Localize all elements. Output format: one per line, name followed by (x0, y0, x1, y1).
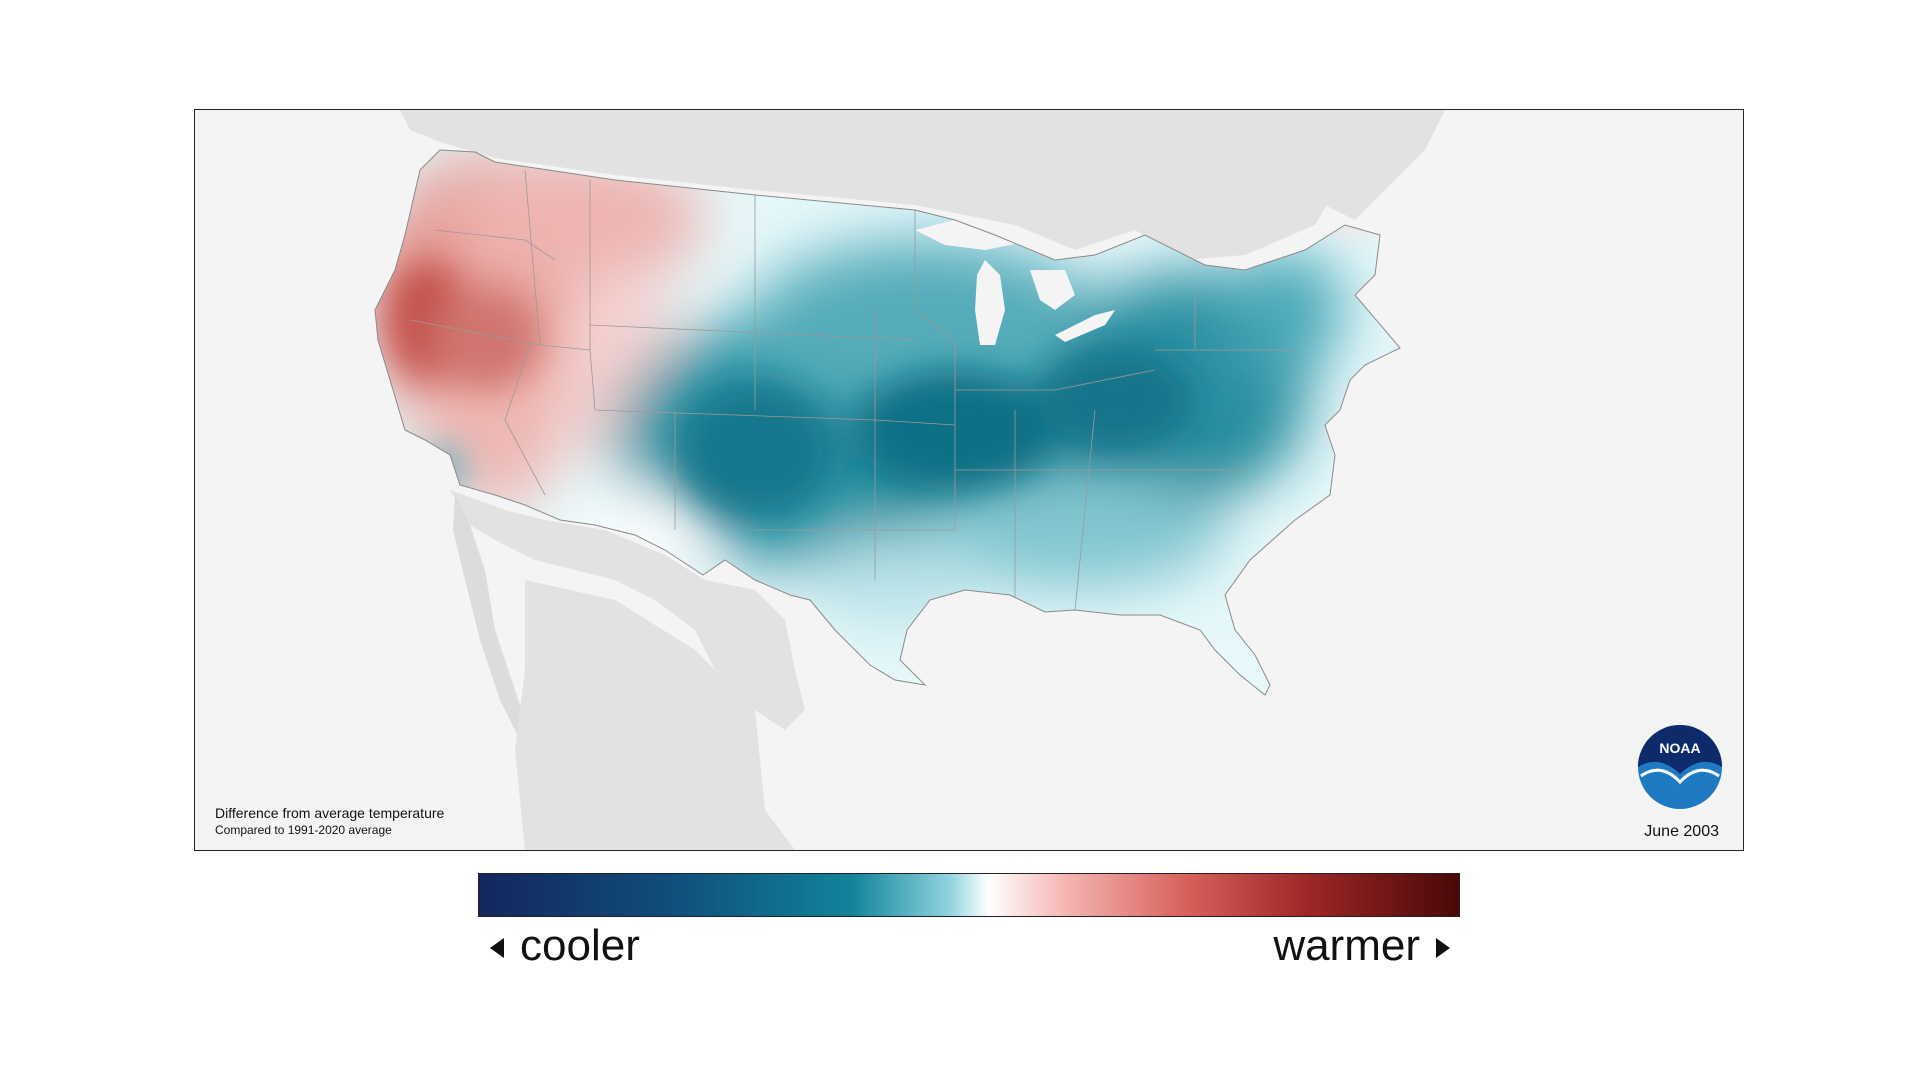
baja-peninsula (453, 495, 535, 750)
color-scale-bar (478, 873, 1460, 917)
caption-subtitle: Compared to 1991-2020 average (215, 823, 392, 837)
right-arrow-icon (1436, 938, 1450, 959)
atlantic-canada-landmass (1255, 110, 1445, 220)
left-arrow-icon (490, 938, 504, 959)
noaa-logo: NOAA (1638, 725, 1722, 809)
warmer-label: warmer (1273, 921, 1420, 970)
lake-michigan (975, 260, 1005, 345)
mexico-interior (515, 580, 795, 850)
lake-huron (1030, 270, 1075, 310)
noaa-logo-text: NOAA (1659, 740, 1700, 756)
mexico-landmass (450, 490, 805, 730)
temperature-anomaly-map (374, 110, 1445, 850)
map-panel: NOAA Difference from average temperature… (194, 109, 1744, 851)
warmer-label-group: warmer (1273, 918, 1450, 974)
lake-superior (915, 220, 1035, 250)
canada-landmass (400, 110, 1395, 260)
cooler-label-group: cooler (490, 918, 640, 974)
surrounding-land (400, 110, 1445, 850)
date-label: June 2003 (1644, 823, 1719, 840)
caption-title: Difference from average temperature (215, 805, 445, 821)
lake-erie (1055, 310, 1115, 342)
cooler-label: cooler (520, 921, 640, 970)
state-borders (409, 169, 1295, 611)
great-lakes (915, 220, 1115, 345)
us-outline (374, 149, 1401, 696)
